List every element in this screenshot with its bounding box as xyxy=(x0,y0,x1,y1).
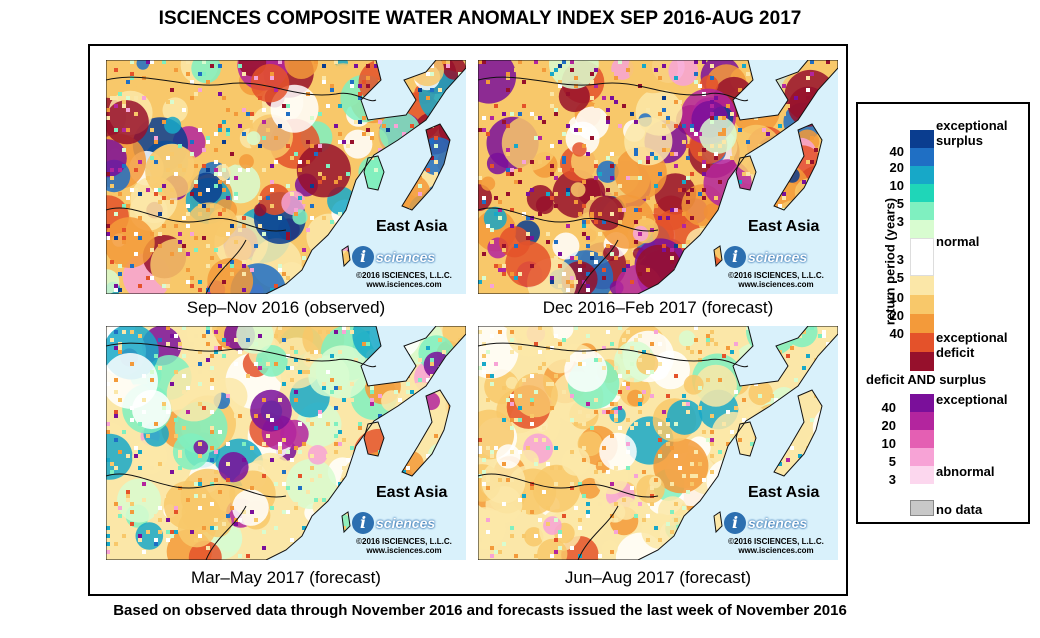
region-label: East Asia xyxy=(376,218,448,235)
map-panel-jun-aug-2017: East Asia i sciences ©2016 ISCIENCES, L.… xyxy=(478,326,838,560)
panel-caption: Dec 2016–Feb 2017 (forecast) xyxy=(542,298,774,317)
legend-both-exceptional: exceptional xyxy=(936,392,1008,407)
isciences-logo: i sciences xyxy=(352,512,435,534)
legend-swatch-both xyxy=(910,448,934,466)
legend-tick: 3 xyxy=(896,252,904,267)
website-text: www.isciences.com xyxy=(366,546,442,555)
legend-both-abnormal: abnormal xyxy=(936,464,995,479)
isciences-logo: i sciences xyxy=(724,512,807,534)
legend-exceptional-surplus: exceptional surplus xyxy=(936,118,1008,148)
legend-tick: 3 xyxy=(896,214,904,229)
legend-swatch-deficit xyxy=(910,333,934,352)
legend-swatch-no-data xyxy=(910,500,934,516)
region-label: East Asia xyxy=(748,484,820,501)
isciences-logo-icon: i xyxy=(724,512,746,534)
legend-tick: 10 xyxy=(889,290,904,305)
legend-swatch-surplus xyxy=(910,166,934,184)
logo-wordmark: sciences xyxy=(376,515,436,531)
map-mar-may-2017 xyxy=(106,326,466,560)
legend-swatch-normal xyxy=(910,238,934,276)
legend-tick: 40 xyxy=(881,400,896,415)
copyright-text: ©2016 ISCIENCES, L.L.C. xyxy=(728,271,824,280)
legend-swatch-deficit xyxy=(910,352,934,371)
legend-swatch-both xyxy=(910,430,934,448)
figure-title: ISCIENCES COMPOSITE WATER ANOMALY INDEX … xyxy=(158,8,802,29)
country-borders xyxy=(106,326,466,560)
isciences-logo-icon: i xyxy=(352,246,374,268)
website-text: www.isciences.com xyxy=(738,546,814,555)
legend-exceptional-deficit: exceptional deficit xyxy=(936,330,1008,360)
legend-swatch-deficit xyxy=(910,314,934,333)
legend-tick: 5 xyxy=(896,270,904,285)
region-label: East Asia xyxy=(376,484,448,501)
website-text: www.isciences.com xyxy=(738,280,814,289)
isciences-logo-icon: i xyxy=(724,246,746,268)
panel-caption: Jun–Aug 2017 (forecast) xyxy=(564,568,752,587)
map-panel-mar-may-2017: East Asia i sciences ©2016 ISCIENCES, L.… xyxy=(106,326,466,560)
legend-tick: 40 xyxy=(889,144,904,159)
logo-wordmark: sciences xyxy=(748,515,808,531)
map-panel-sep-nov-2016: East Asia i sciences ©2016 ISCIENCES, L.… xyxy=(106,60,466,294)
map-dec-feb-2017 xyxy=(478,60,838,294)
copyright-block: ©2016 ISCIENCES, L.L.C. www.isciences.co… xyxy=(714,537,838,555)
map-jun-aug-2017 xyxy=(478,326,838,560)
legend-swatch-both xyxy=(910,412,934,430)
legend-swatch-surplus xyxy=(910,130,934,148)
logo-wordmark: sciences xyxy=(748,249,808,265)
map-panel-dec-feb-2017: East Asia i sciences ©2016 ISCIENCES, L.… xyxy=(478,60,838,294)
panel-caption: Mar–May 2017 (forecast) xyxy=(191,568,381,587)
copyright-block: ©2016 ISCIENCES, L.L.C. www.isciences.co… xyxy=(342,271,466,289)
copyright-block: ©2016 ISCIENCES, L.L.C. www.isciences.co… xyxy=(714,271,838,289)
region-label: East Asia xyxy=(748,218,820,235)
legend-tick: 10 xyxy=(881,436,896,451)
legend-tick: 20 xyxy=(881,418,896,433)
copyright-text: ©2016 ISCIENCES, L.L.C. xyxy=(356,271,452,280)
copyright-block: ©2016 ISCIENCES, L.L.C. www.isciences.co… xyxy=(342,537,466,555)
legend: return period (years) exceptional surplu… xyxy=(856,102,1030,524)
country-borders xyxy=(478,326,838,560)
legend-swatch-surplus xyxy=(910,220,934,238)
legend-tick: 5 xyxy=(888,454,896,469)
legend-tick: 10 xyxy=(889,178,904,193)
legend-tick: 5 xyxy=(896,196,904,211)
legend-tick: 3 xyxy=(888,472,896,487)
copyright-text: ©2016 ISCIENCES, L.L.C. xyxy=(728,537,824,546)
legend-swatch-surplus xyxy=(910,148,934,166)
legend-normal: normal xyxy=(936,234,980,249)
legend-swatch-surplus xyxy=(910,184,934,202)
copyright-text: ©2016 ISCIENCES, L.L.C. xyxy=(356,537,452,546)
legend-no-data: no data xyxy=(936,502,983,517)
legend-both-title: deficit AND surplus xyxy=(866,372,987,387)
legend-swatch-surplus xyxy=(910,202,934,220)
legend-swatch-both xyxy=(910,466,934,484)
legend-tick: 20 xyxy=(889,160,904,175)
legend-tick: 20 xyxy=(889,308,904,323)
country-borders xyxy=(106,60,466,294)
footnote: Based on observed data through November … xyxy=(113,602,847,619)
legend-swatch-deficit xyxy=(910,295,934,314)
map-panels-frame: East Asia i sciences ©2016 ISCIENCES, L.… xyxy=(88,44,848,596)
isciences-logo-icon: i xyxy=(352,512,374,534)
legend-tick: 40 xyxy=(889,326,904,341)
country-borders xyxy=(478,60,838,294)
legend-swatch-both xyxy=(910,394,934,412)
website-text: www.isciences.com xyxy=(366,280,442,289)
isciences-logo: i sciences xyxy=(724,246,807,268)
legend-swatch-deficit xyxy=(910,276,934,295)
panel-caption: Sep–Nov 2016 (observed) xyxy=(186,298,386,317)
map-sep-nov-2016 xyxy=(106,60,466,294)
isciences-logo: i sciences xyxy=(352,246,435,268)
logo-wordmark: sciences xyxy=(376,249,436,265)
